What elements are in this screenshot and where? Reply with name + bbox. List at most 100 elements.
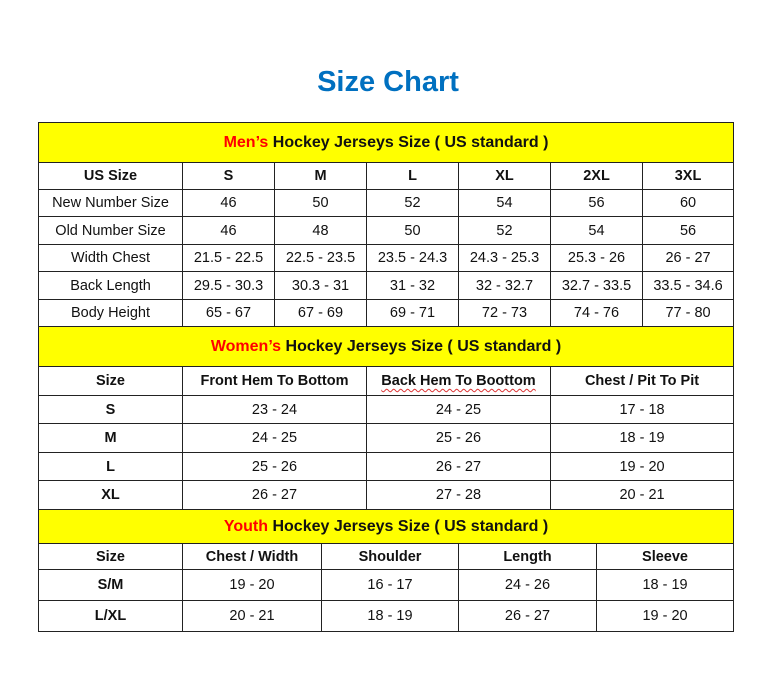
womens-prefix: Women’s xyxy=(210,337,282,355)
column-header: US Size xyxy=(38,162,183,190)
table-cell: 29.5 - 30.3 xyxy=(182,271,275,300)
row-label: S/M xyxy=(38,569,183,601)
womens-banner: Women’s Hockey Jerseys Size ( US standar… xyxy=(37,326,735,367)
table-cell: 26 - 27 xyxy=(366,452,551,481)
row-label: Back Length xyxy=(38,271,183,300)
column-header: Back Hem To Boottom xyxy=(366,366,551,396)
table-cell: 20 - 21 xyxy=(549,480,735,510)
table-cell: 16 - 17 xyxy=(321,569,459,601)
row-label: XL xyxy=(38,480,183,510)
table-cell: 23.5 - 24.3 xyxy=(366,244,459,272)
youth-prefix: Youth xyxy=(223,517,269,535)
table-cell: 19 - 20 xyxy=(182,569,322,601)
table-cell: 23 - 24 xyxy=(182,395,367,424)
table-row: S 23 - 24 24 - 25 17 - 18 xyxy=(38,395,735,424)
table-cell: 21.5 - 22.5 xyxy=(182,244,275,272)
column-header: Chest / Pit To Pit xyxy=(549,366,735,396)
header-row: US Size S M L XL 2XL 3XL xyxy=(38,162,735,190)
table-cell: 25 - 26 xyxy=(366,423,551,453)
table-cell: 18 - 19 xyxy=(549,423,735,453)
table-cell: 17 - 18 xyxy=(549,395,735,424)
column-header: Size xyxy=(38,366,183,396)
column-header: Length xyxy=(458,543,597,570)
column-header: Shoulder xyxy=(321,543,459,570)
table-cell: 54 xyxy=(550,216,643,245)
column-header: Chest / Width xyxy=(182,543,322,570)
table-cell: 56 xyxy=(550,189,643,217)
table-cell: 50 xyxy=(274,189,367,217)
row-label: New Number Size xyxy=(38,189,183,217)
table-cell: 52 xyxy=(458,216,551,245)
table-cell: 22.5 - 23.5 xyxy=(274,244,367,272)
table-cell: 60 xyxy=(641,189,735,217)
table-cell: 30.3 - 31 xyxy=(274,271,367,300)
table-cell: 26 - 27 xyxy=(641,244,735,272)
youth-size-table: Youth Hockey Jerseys Size ( US standard … xyxy=(37,509,735,632)
table-cell: 24 - 25 xyxy=(366,395,551,424)
table-cell: 54 xyxy=(458,189,551,217)
table-cell: 19 - 20 xyxy=(549,452,735,481)
table-row: Width Chest 21.5 - 22.5 22.5 - 23.5 23.5 - … xyxy=(38,244,735,272)
table-cell: 32.7 - 33.5 xyxy=(550,271,643,300)
row-label: L/XL xyxy=(38,600,183,632)
table-cell: 56 xyxy=(641,216,735,245)
table-row: S/M 19 - 20 16 - 17 24 - 26 18 - 19 xyxy=(38,569,735,601)
table-cell: 24 - 26 xyxy=(458,569,597,601)
table-cell: 18 - 19 xyxy=(321,600,459,632)
mens-prefix: Men’s xyxy=(223,133,269,151)
mens-size-table: Men’s Hockey Jerseys Size ( US standard … xyxy=(37,122,735,327)
mens-banner-text: Hockey Jerseys Size ( US standard ) xyxy=(268,133,549,151)
column-header-text: Back Hem To Boottom xyxy=(381,373,536,389)
table-cell: 24 - 25 xyxy=(182,423,367,453)
table-row: L 25 - 26 26 - 27 19 - 20 xyxy=(38,452,735,481)
table-row: XL 26 - 27 27 - 28 20 - 21 xyxy=(38,480,735,510)
table-row: M 24 - 25 25 - 26 18 - 19 xyxy=(38,423,735,453)
table-cell: 25 - 26 xyxy=(182,452,367,481)
table-cell: 20 - 21 xyxy=(182,600,322,632)
table-cell: 33.5 - 34.6 xyxy=(641,271,735,300)
table-row: Body Height 65 - 67 67 - 69 69 - 71 72 - 73 7… xyxy=(38,299,735,327)
table-cell: 74 - 76 xyxy=(550,299,643,327)
table-cell: 26 - 27 xyxy=(458,600,597,632)
column-header: 2XL xyxy=(550,162,643,190)
table-cell: 24.3 - 25.3 xyxy=(458,244,551,272)
table-row: Old Number Size 46 48 50 52 54 56 xyxy=(38,216,735,245)
table-cell: 31 - 32 xyxy=(366,271,459,300)
table-cell: 48 xyxy=(274,216,367,245)
row-label: Width Chest xyxy=(38,244,183,272)
row-label: L xyxy=(38,452,183,481)
table-cell: 26 - 27 xyxy=(182,480,367,510)
row-label: M xyxy=(38,423,183,453)
column-header: Size xyxy=(38,543,183,570)
table-row: L/XL 20 - 21 18 - 19 26 - 27 19 - 20 xyxy=(38,600,735,632)
table-cell: 50 xyxy=(366,216,459,245)
row-label: Old Number Size xyxy=(38,216,183,245)
column-header: Front Hem To Bottom xyxy=(182,366,367,396)
youth-banner-text: Hockey Jerseys Size ( US standard ) xyxy=(268,517,549,535)
table-cell: 18 - 19 xyxy=(595,569,735,601)
table-cell: 52 xyxy=(366,189,459,217)
table-cell: 27 - 28 xyxy=(366,480,551,510)
table-cell: 46 xyxy=(182,216,275,245)
column-header: L xyxy=(366,162,459,190)
header-row: Size Chest / Width Shoulder Length Sleeve xyxy=(38,543,735,570)
column-header: XL xyxy=(458,162,551,190)
table-cell: 72 - 73 xyxy=(458,299,551,327)
table-cell: 77 - 80 xyxy=(641,299,735,327)
table-cell: 67 - 69 xyxy=(274,299,367,327)
row-label: S xyxy=(38,395,183,424)
womens-banner-text: Hockey Jerseys Size ( US standard ) xyxy=(281,337,562,355)
table-cell: 25.3 - 26 xyxy=(550,244,643,272)
column-header: S xyxy=(182,162,275,190)
table-cell: 69 - 71 xyxy=(366,299,459,327)
table-row: New Number Size 46 50 52 54 56 60 xyxy=(38,189,735,217)
column-header: M xyxy=(274,162,367,190)
column-header: Sleeve xyxy=(595,543,735,570)
row-label: Body Height xyxy=(38,299,183,327)
mens-banner: Men’s Hockey Jerseys Size ( US standard … xyxy=(37,122,735,163)
page-title: Size Chart xyxy=(317,66,459,98)
youth-banner: Youth Hockey Jerseys Size ( US standard … xyxy=(37,509,735,544)
womens-size-table: Women’s Hockey Jerseys Size ( US standar… xyxy=(37,326,735,510)
column-header: 3XL xyxy=(641,162,735,190)
table-cell: 46 xyxy=(182,189,275,217)
